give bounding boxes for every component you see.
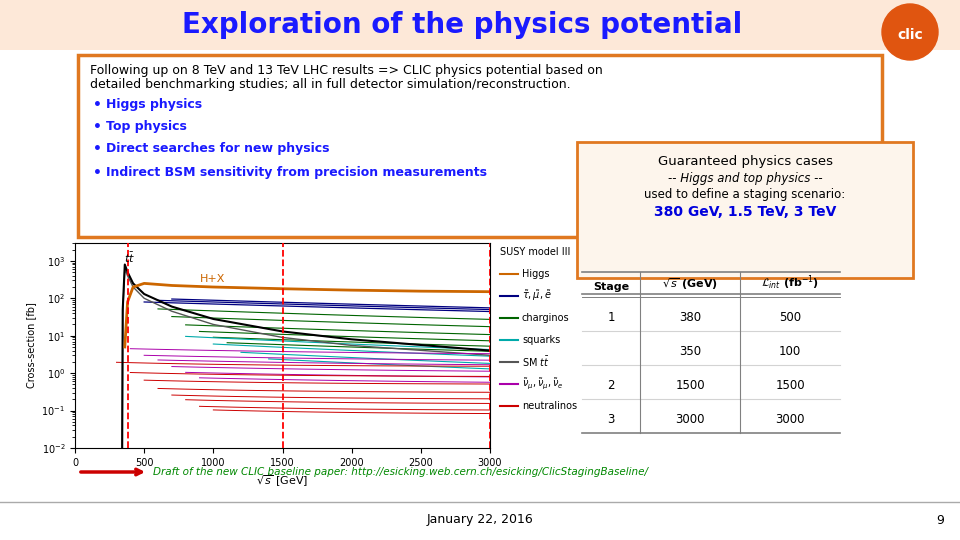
Text: $t\bar{t}$: $t\bar{t}$ — [124, 251, 135, 265]
Text: H+X: H+X — [200, 274, 225, 284]
Text: •: • — [93, 142, 102, 156]
Text: 2: 2 — [608, 379, 614, 392]
Text: SUSY model III: SUSY model III — [500, 247, 570, 257]
Text: charginos: charginos — [522, 313, 569, 323]
X-axis label: $\sqrt{s}$ [GeV]: $\sqrt{s}$ [GeV] — [256, 473, 308, 489]
Text: used to define a staging scenario:: used to define a staging scenario: — [644, 188, 846, 201]
Text: Higgs physics: Higgs physics — [106, 98, 203, 111]
Text: SM $t\bar{t}$: SM $t\bar{t}$ — [522, 355, 550, 369]
Text: 1500: 1500 — [775, 379, 804, 392]
FancyBboxPatch shape — [577, 142, 913, 278]
Text: squarks: squarks — [522, 335, 561, 345]
Text: 3000: 3000 — [675, 413, 705, 426]
Text: Guaranteed physics cases: Guaranteed physics cases — [658, 155, 832, 168]
FancyBboxPatch shape — [0, 0, 960, 50]
Text: 380: 380 — [679, 311, 701, 324]
Text: Draft of the new CLIC baseline paper: http://esicking.web.cern.ch/esicking/ClicS: Draft of the new CLIC baseline paper: ht… — [153, 467, 648, 477]
Y-axis label: Cross-section [fb]: Cross-section [fb] — [26, 302, 36, 388]
Text: Stage: Stage — [593, 282, 629, 292]
Text: 1500: 1500 — [675, 379, 705, 392]
Text: 1: 1 — [608, 311, 614, 324]
Text: January 22, 2016: January 22, 2016 — [426, 514, 534, 526]
Text: 3: 3 — [608, 413, 614, 426]
Text: Direct searches for new physics: Direct searches for new physics — [106, 142, 329, 155]
FancyBboxPatch shape — [78, 55, 882, 237]
Text: -- Higgs and top physics --: -- Higgs and top physics -- — [668, 172, 823, 185]
Text: $\sqrt{s}$ (GeV): $\sqrt{s}$ (GeV) — [662, 276, 718, 292]
Text: 100: 100 — [779, 345, 802, 358]
Text: •: • — [93, 166, 102, 180]
Text: Following up on 8 TeV and 13 TeV LHC results => CLIC physics potential based on: Following up on 8 TeV and 13 TeV LHC res… — [90, 64, 603, 77]
Text: 500: 500 — [779, 311, 801, 324]
Circle shape — [882, 4, 938, 60]
Text: 9: 9 — [936, 514, 944, 526]
Text: Top physics: Top physics — [106, 120, 187, 133]
Text: 380 GeV, 1.5 TeV, 3 TeV: 380 GeV, 1.5 TeV, 3 TeV — [654, 205, 836, 219]
Text: •: • — [93, 120, 102, 134]
Text: $\mathcal{L}_{int}$ (fb$^{-1}$): $\mathcal{L}_{int}$ (fb$^{-1}$) — [761, 273, 819, 292]
Text: clic: clic — [898, 28, 923, 42]
Text: neutralinos: neutralinos — [522, 401, 577, 411]
Text: 350: 350 — [679, 345, 701, 358]
Text: $\tilde{\nu}_\mu, \tilde{\nu}_\mu, \tilde{\nu}_e$: $\tilde{\nu}_\mu, \tilde{\nu}_\mu, \tild… — [522, 376, 564, 392]
Text: $\tilde{\tau}, \tilde{\mu}, \tilde{e}$: $\tilde{\tau}, \tilde{\mu}, \tilde{e}$ — [522, 288, 552, 303]
Text: Indirect BSM sensitivity from precision measurements: Indirect BSM sensitivity from precision … — [106, 166, 487, 179]
Text: 3000: 3000 — [776, 413, 804, 426]
Text: •: • — [93, 98, 102, 112]
Text: Exploration of the physics potential: Exploration of the physics potential — [181, 11, 742, 39]
Text: Higgs: Higgs — [522, 269, 549, 279]
Text: detailed benchmarking studies; all in full detector simulation/reconstruction.: detailed benchmarking studies; all in fu… — [90, 78, 570, 91]
